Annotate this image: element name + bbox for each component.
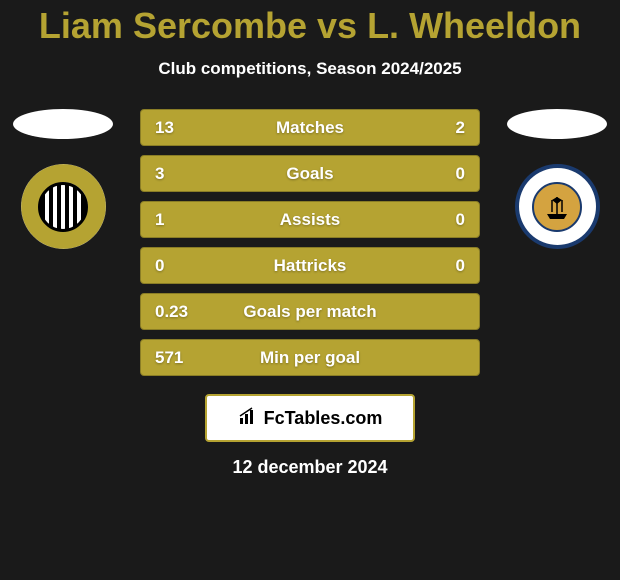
stat-value-left: 13 (155, 118, 195, 138)
stat-value-right: 0 (425, 256, 465, 276)
stat-value-right: 0 (425, 164, 465, 184)
stat-row: 0.23 Goals per match (140, 293, 480, 330)
stat-label: Min per goal (260, 348, 360, 368)
stat-label: Assists (280, 210, 340, 230)
brand-text: FcTables.com (264, 408, 383, 429)
team-left-banner (13, 109, 113, 139)
team-right (502, 109, 612, 249)
team-right-banner (507, 109, 607, 139)
comparison-container: 13 Matches 2 3 Goals 0 1 Assists 0 0 Hat… (0, 109, 620, 376)
stat-label: Goals (286, 164, 333, 184)
ship-icon (542, 192, 572, 222)
stat-value-right: 2 (425, 118, 465, 138)
team-left-crest-icon (21, 164, 106, 249)
stat-row: 1 Assists 0 (140, 201, 480, 238)
stat-value-left: 3 (155, 164, 195, 184)
team-left (8, 109, 118, 249)
team-right-crest-icon (515, 164, 600, 249)
subtitle: Club competitions, Season 2024/2025 (158, 59, 461, 79)
stat-row: 13 Matches 2 (140, 109, 480, 146)
brand-footer[interactable]: FcTables.com (205, 394, 415, 442)
page-title: Liam Sercombe vs L. Wheeldon (39, 5, 581, 47)
chart-icon (238, 406, 258, 431)
crest-ship-icon (532, 182, 582, 232)
stat-row: 0 Hattricks 0 (140, 247, 480, 284)
stat-row: 3 Goals 0 (140, 155, 480, 192)
stat-value-right: 0 (425, 210, 465, 230)
stats-table: 13 Matches 2 3 Goals 0 1 Assists 0 0 Hat… (140, 109, 480, 376)
stat-label: Goals per match (243, 302, 376, 322)
stat-label: Matches (276, 118, 344, 138)
stat-row: 571 Min per goal (140, 339, 480, 376)
stat-value-left: 0.23 (155, 302, 195, 322)
stat-value-left: 571 (155, 348, 195, 368)
crest-stripes-icon (38, 182, 88, 232)
stat-value-left: 0 (155, 256, 195, 276)
date-text: 12 december 2024 (232, 457, 387, 478)
stat-label: Hattricks (274, 256, 347, 276)
stat-value-left: 1 (155, 210, 195, 230)
